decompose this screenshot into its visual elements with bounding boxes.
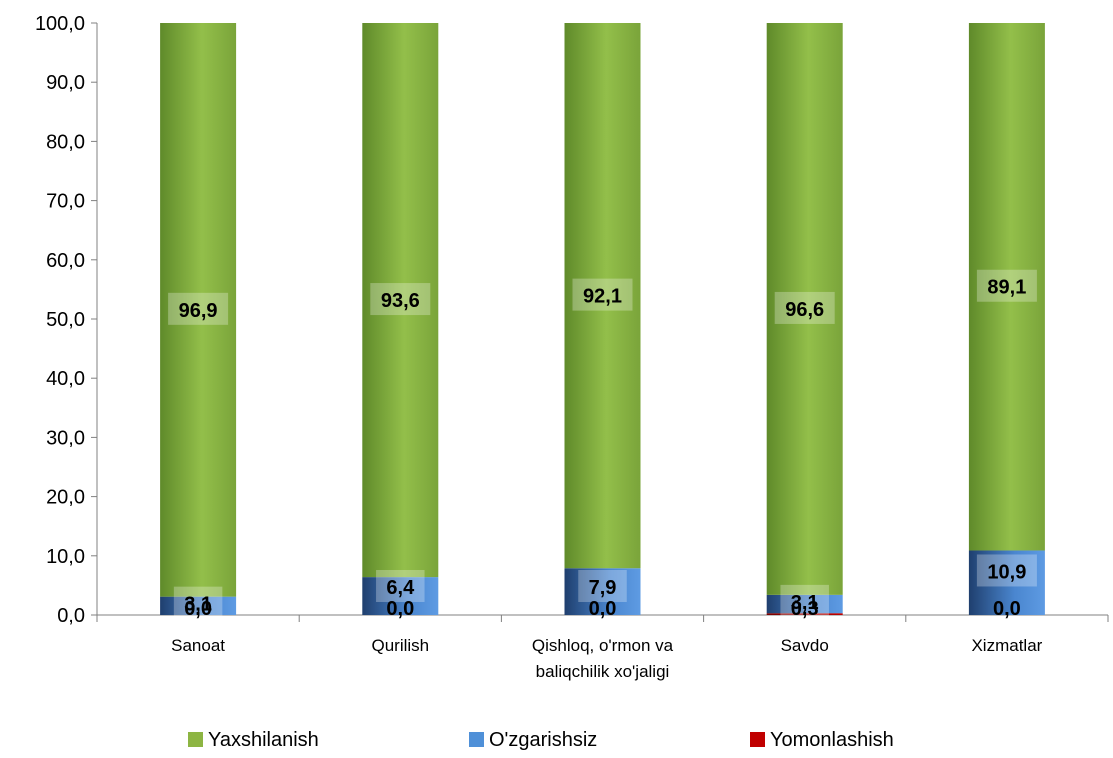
y-tick-label: 0,0 — [57, 605, 85, 627]
data-label-bg — [173, 586, 223, 619]
x-category-label: Sanoat — [171, 636, 225, 655]
bar-segment — [564, 568, 641, 615]
legend-swatch — [750, 732, 765, 747]
data-label-yaxshilanish: 93,6 — [381, 290, 420, 312]
x-category-label: Qishloq, o'rmon va baliqchilik xo'jaligi — [532, 636, 674, 681]
y-tick-label: 100,0 — [35, 13, 85, 35]
data-label-bg — [572, 278, 633, 311]
data-label-yomonlashish: 0,3 — [791, 598, 819, 620]
data-label-yomonlashish: 0,0 — [589, 598, 617, 620]
data-label-ozgarishsiz: 7,9 — [589, 577, 617, 599]
y-tick-label: 20,0 — [46, 487, 85, 509]
legend-label: Yomonlashish — [770, 729, 894, 751]
data-label-bg — [578, 570, 627, 602]
data-label-bg — [370, 283, 431, 316]
data-label-bg — [168, 292, 229, 325]
data-label-yaxshilanish: 89,1 — [987, 277, 1026, 299]
bar-segment — [160, 23, 237, 597]
legend-label: O'zgarishsiz — [489, 729, 597, 751]
bar-segment — [362, 577, 439, 615]
legend-label: Yaxshilanish — [208, 729, 319, 751]
y-tick-label: 70,0 — [46, 191, 85, 213]
data-label-yaxshilanish: 92,1 — [583, 286, 622, 308]
data-label-yomonlashish: 0,0 — [184, 598, 212, 620]
data-label-ozgarishsiz: 10,9 — [987, 561, 1026, 583]
axes: 0,0 10,0 20,0 30,0 40,0 50,0 60,0 70,0 80,0 90,0 1… — [35, 13, 1109, 681]
legend-swatch — [469, 732, 484, 747]
data-label-bg — [976, 269, 1037, 302]
bar-segment — [766, 613, 843, 615]
y-tick-label: 50,0 — [46, 309, 85, 331]
data-label-ozgarishsiz: 3,1 — [791, 592, 819, 614]
data-label-yomonlashish: 0,0 — [993, 598, 1021, 620]
bar-segment — [766, 594, 843, 614]
bars — [160, 23, 1045, 615]
bar-segment — [160, 596, 237, 615]
data-label-bg — [976, 554, 1037, 587]
bar-segment — [968, 23, 1045, 551]
x-category-label: Xizmatlar — [971, 636, 1042, 655]
legend: Yaxshilanish O'zgarishsiz Yomonlashish — [188, 729, 894, 751]
bar-segment — [766, 23, 843, 595]
data-label-yaxshilanish: 96,6 — [785, 299, 824, 321]
data-labels: 3,196,90,06,493,60,07,992,10,0 3,196,60,3… — [168, 269, 1037, 620]
y-tick-label: 60,0 — [46, 250, 85, 272]
y-tick-label: 10,0 — [46, 546, 85, 568]
x-category-label: Qurilish — [371, 636, 429, 655]
data-label-bg — [780, 584, 829, 617]
bar-segment — [362, 23, 439, 578]
y-tick-label: 30,0 — [46, 427, 85, 449]
data-label-bg — [774, 291, 835, 324]
data-label-yomonlashish: 0,0 — [386, 598, 414, 620]
bar-segment — [564, 23, 641, 569]
data-label-yaxshilanish: 96,9 — [179, 300, 218, 322]
legend-swatch — [188, 732, 203, 747]
x-category-label: Savdo — [781, 636, 829, 655]
y-tick-label: 80,0 — [46, 131, 85, 153]
data-label-bg — [376, 570, 425, 602]
y-tick-label: 40,0 — [46, 368, 85, 390]
y-tick-label: 90,0 — [46, 72, 85, 94]
bar-segment — [968, 550, 1045, 615]
data-label-ozgarishsiz: 3,1 — [184, 594, 212, 616]
data-label-ozgarishsiz: 6,4 — [386, 577, 415, 599]
